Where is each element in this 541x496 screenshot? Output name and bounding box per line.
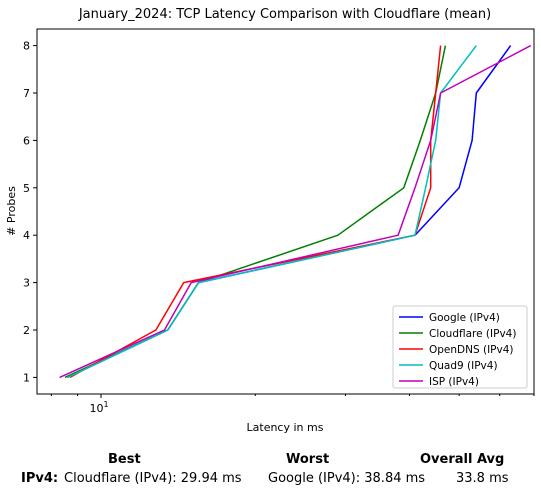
legend-entry: Quad9 (IPv4) — [429, 360, 498, 372]
best-header: Best — [108, 452, 141, 467]
overall-avg-header: Overall Avg — [420, 452, 505, 467]
chart-title: January_2024: TCP Latency Comparison wit… — [78, 7, 491, 22]
y-tick-label: 7 — [23, 87, 30, 100]
worst-value: Google (IPv4): 38.84 ms — [268, 471, 426, 486]
legend-entry: Cloudflare (IPv4) — [429, 328, 516, 340]
series-line — [59, 44, 532, 379]
series-lines — [59, 44, 532, 379]
worst-header: Worst — [286, 452, 330, 467]
legend-entry: OpenDNS (IPv4) — [429, 344, 514, 356]
legend-entry: Google (IPv4) — [429, 312, 500, 324]
summary-row: IPv4: — [21, 471, 58, 486]
y-tick-label: 6 — [23, 134, 30, 147]
y-tick-label: 4 — [23, 229, 30, 242]
series-line — [64, 45, 447, 379]
latency-chart: January_2024: TCP Latency Comparison wit… — [5, 7, 535, 434]
x-axis: 101 — [50, 394, 535, 415]
y-tick-label: 3 — [23, 277, 30, 290]
x-tick-exponent: 1 — [103, 400, 108, 409]
y-axis: 1 2 3 4 5 6 7 8 — [23, 40, 37, 384]
y-tick-label: 2 — [23, 324, 30, 337]
y-axis-label: # Probes — [5, 186, 18, 236]
x-tick-base: 10 — [89, 402, 103, 415]
legend-entry: ISP (IPv4) — [429, 376, 479, 388]
x-axis-label: Latency in ms — [247, 421, 324, 434]
best-value: Cloudflare (IPv4): 29.94 ms — [64, 471, 242, 486]
overall-avg-value: 33.8 ms — [456, 471, 509, 486]
row-label: IPv4 — [21, 471, 53, 486]
y-tick-label: 1 — [23, 371, 30, 384]
series-line — [67, 45, 477, 379]
series-line — [69, 45, 442, 379]
row-label-colon: : — [52, 471, 59, 486]
x-tick-label: 101 — [89, 400, 108, 415]
y-tick-label: 5 — [23, 182, 30, 195]
plot-frame — [36, 28, 535, 395]
legend: Google (IPv4) Cloudflare (IPv4) OpenDNS (I… — [392, 305, 528, 389]
legend-box — [392, 305, 528, 389]
y-tick-label: 8 — [23, 40, 30, 53]
